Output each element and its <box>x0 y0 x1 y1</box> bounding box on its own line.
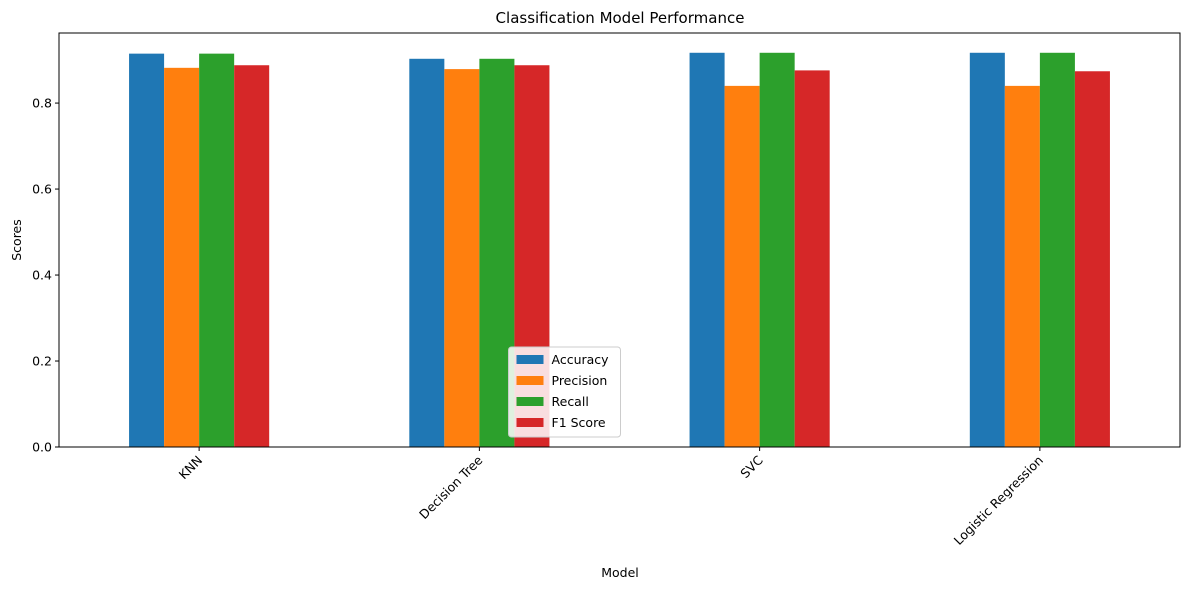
bar-f1-score-logistic-regression <box>1074 71 1110 447</box>
legend-box <box>508 346 621 438</box>
bar-recall-knn <box>199 53 235 447</box>
chart-title: Classification Model Performance <box>496 9 745 27</box>
legend-label-f1-score: F1 Score <box>552 415 606 430</box>
legend-label-recall: Recall <box>552 394 589 409</box>
x-tick-label: KNN <box>176 453 206 483</box>
legend: Accuracy Precision Recall F1 Score <box>508 346 621 438</box>
bar-recall-svc <box>759 52 795 447</box>
plot-frame <box>58 32 1181 448</box>
bar-f1-score-knn <box>234 65 270 448</box>
bar-accuracy-decision-tree <box>409 58 445 447</box>
bar-precision-logistic-regression <box>1004 85 1040 447</box>
x-tick-label: SVC <box>737 452 766 481</box>
legend-swatch-precision <box>516 376 544 385</box>
legend-label-accuracy: Accuracy <box>552 352 610 367</box>
bar-precision-decision-tree <box>444 69 480 448</box>
y-tick-label: 0.2 <box>32 354 52 369</box>
legend-swatch-accuracy <box>516 355 544 364</box>
y-tick-label: 0.8 <box>32 96 52 111</box>
x-axis: KNN Decision Tree SVC Logistic Regression <box>176 447 1046 548</box>
x-axis-label: Model <box>601 565 639 580</box>
y-tick-label: 0.0 <box>32 440 52 455</box>
x-tick-label: Logistic Regression <box>951 453 1046 548</box>
bar-precision-svc <box>724 85 760 447</box>
y-tick-label: 0.6 <box>32 182 52 197</box>
x-tick-label: Decision Tree <box>416 452 486 522</box>
bar-recall-logistic-regression <box>1039 52 1075 447</box>
legend-swatch-recall <box>516 397 544 406</box>
legend-label-precision: Precision <box>552 373 608 388</box>
y-tick-label: 0.4 <box>32 268 52 283</box>
bar-precision-knn <box>164 67 200 447</box>
bar-accuracy-svc <box>689 52 725 447</box>
y-axis-label: Scores <box>9 219 24 261</box>
bar-accuracy-logistic-regression <box>969 52 1005 447</box>
legend-swatch-f1-score <box>516 418 544 427</box>
bar-accuracy-knn <box>129 53 165 447</box>
bar-f1-score-svc <box>794 70 830 448</box>
y-axis: 0.0 0.2 0.4 0.6 0.8 <box>32 96 59 455</box>
